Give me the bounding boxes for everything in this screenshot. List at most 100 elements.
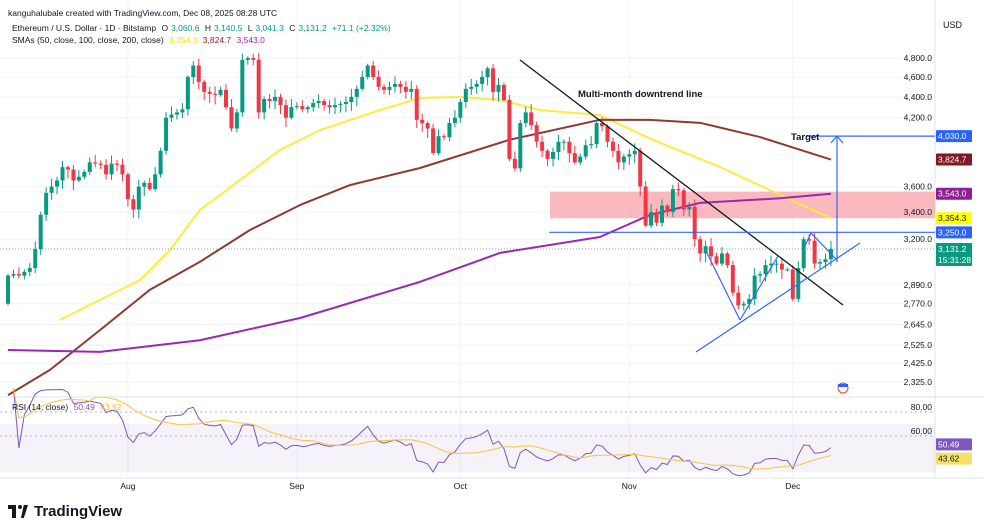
candle-body bbox=[300, 106, 305, 110]
sma-legend[interactable]: SMAs (50, close, 100, close, 200, close)… bbox=[12, 35, 268, 45]
candle-body bbox=[153, 174, 158, 190]
candle bbox=[174, 108, 179, 120]
candle bbox=[621, 154, 626, 171]
candle-body bbox=[414, 88, 419, 120]
candle bbox=[414, 85, 419, 129]
candle-body bbox=[730, 265, 735, 293]
candle bbox=[98, 160, 103, 170]
currency-label[interactable]: USD bbox=[943, 20, 963, 30]
candle bbox=[725, 251, 730, 269]
candle-body bbox=[698, 239, 703, 254]
price-tag-text: 4,030.0 bbox=[938, 131, 967, 141]
candle bbox=[458, 98, 463, 123]
price-tag: 3,824.7 bbox=[936, 153, 972, 166]
candle bbox=[403, 81, 408, 99]
close-label: C bbox=[289, 23, 296, 33]
candle-body bbox=[654, 212, 659, 223]
candle-body bbox=[431, 128, 436, 154]
candle bbox=[371, 61, 376, 81]
candle-body bbox=[382, 86, 387, 90]
candle bbox=[545, 149, 550, 166]
candle bbox=[491, 64, 496, 101]
candle bbox=[480, 70, 485, 92]
rsi-label: RSI (14, close) bbox=[12, 402, 69, 412]
candle-body bbox=[600, 123, 605, 127]
candle-body bbox=[610, 141, 615, 151]
candle bbox=[44, 187, 49, 222]
candle bbox=[16, 267, 21, 279]
x-tick-label: Aug bbox=[120, 481, 135, 491]
candle-body bbox=[87, 162, 92, 172]
ohlc-legend: Ethereum / U.S. Dollar · 1D · Bitstamp O… bbox=[12, 23, 394, 33]
symbol-label[interactable]: Ethereum / U.S. Dollar · 1D · Bitstamp bbox=[12, 23, 157, 33]
candle bbox=[703, 240, 708, 263]
candle bbox=[262, 96, 267, 120]
candle-body bbox=[627, 154, 632, 157]
downtrend-line bbox=[519, 59, 844, 306]
price-tag-bg bbox=[936, 130, 972, 143]
low-value: 3,041.3 bbox=[255, 23, 284, 33]
candle-body bbox=[158, 150, 163, 175]
candle bbox=[164, 112, 169, 155]
candle-body bbox=[594, 123, 599, 144]
last-price-tag-bg bbox=[936, 242, 972, 266]
candle-body bbox=[665, 205, 670, 213]
candle-body bbox=[741, 303, 746, 306]
candle-body bbox=[218, 89, 223, 95]
candle-body bbox=[93, 162, 98, 164]
y-tick-label: 2,425.0 bbox=[904, 358, 933, 368]
candle-body bbox=[398, 83, 403, 87]
candle-body bbox=[240, 59, 245, 113]
candle bbox=[289, 99, 294, 120]
candle-body bbox=[294, 106, 299, 108]
price-tag-text: 3,543.0 bbox=[938, 189, 967, 199]
candle bbox=[131, 194, 136, 218]
candle-body bbox=[283, 105, 288, 118]
candle bbox=[338, 101, 343, 113]
candle-body bbox=[403, 86, 408, 92]
candle-body bbox=[185, 77, 190, 110]
candle bbox=[245, 56, 250, 65]
rsi-legend[interactable]: RSI (14, close) 50.49 43.62 bbox=[12, 402, 125, 412]
candle bbox=[561, 139, 566, 151]
candle-body bbox=[442, 136, 446, 138]
candle bbox=[365, 63, 370, 80]
candle bbox=[665, 203, 670, 217]
y-tick-label: 2,770.0 bbox=[904, 299, 933, 309]
candle bbox=[594, 119, 599, 149]
candle bbox=[556, 134, 561, 161]
candle-body bbox=[22, 271, 27, 276]
candle bbox=[33, 241, 38, 274]
candle-body bbox=[709, 246, 714, 257]
y-tick-label: 3,200.0 bbox=[904, 234, 933, 244]
candle bbox=[229, 99, 234, 132]
candle bbox=[507, 94, 512, 162]
candle-body bbox=[316, 100, 321, 104]
candle-body bbox=[104, 164, 109, 175]
price-tag-bg bbox=[936, 187, 972, 200]
candle-body bbox=[567, 141, 572, 154]
candle bbox=[382, 84, 387, 95]
candle-body bbox=[758, 274, 763, 276]
candle-body bbox=[409, 88, 414, 92]
candle bbox=[463, 83, 468, 108]
tradingview-logo[interactable]: TradingView bbox=[8, 503, 122, 520]
candle bbox=[191, 61, 196, 84]
candle-body bbox=[719, 253, 724, 264]
candle-body bbox=[147, 182, 152, 190]
rsi-line bbox=[12, 387, 832, 477]
candle-body bbox=[376, 77, 381, 87]
candle-body bbox=[392, 83, 397, 87]
candle-body bbox=[174, 112, 179, 115]
candle bbox=[6, 273, 10, 306]
candle bbox=[115, 159, 119, 172]
price-tag-text: 3,354.3 bbox=[938, 213, 967, 223]
candle-body bbox=[196, 65, 201, 82]
candle-body bbox=[229, 107, 234, 129]
candle-body bbox=[60, 167, 65, 181]
candle-body bbox=[11, 274, 16, 276]
candle bbox=[109, 155, 114, 181]
candle bbox=[224, 84, 228, 110]
candle bbox=[523, 106, 528, 128]
